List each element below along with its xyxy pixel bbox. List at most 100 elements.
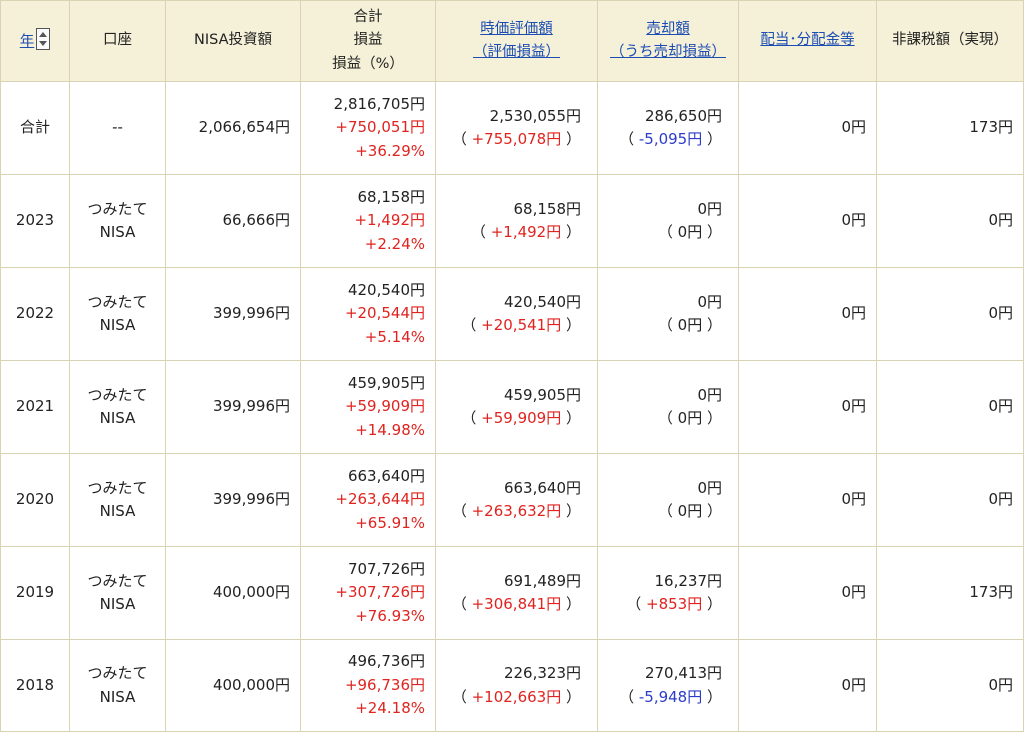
- year-value: 2023: [15, 211, 55, 230]
- tax-free-cell: 0円: [876, 453, 1024, 547]
- total-cell: 707,726円 +307,726円 +76.93%: [300, 546, 436, 640]
- sale-pl-value: 0円: [677, 409, 703, 427]
- account-line1: つみたて: [87, 199, 148, 218]
- total-pl-value: +96,736円: [344, 675, 425, 694]
- header-dividend[interactable]: 配当･分配金等: [738, 0, 877, 82]
- header-market-pl-link[interactable]: （評価損益）: [473, 44, 560, 60]
- tax-free-cell: 173円: [876, 81, 1024, 175]
- year-cell: 合計: [0, 81, 70, 175]
- header-year[interactable]: 年: [0, 0, 70, 82]
- sale-cell: 16,237円 （ +853円 ）: [597, 546, 739, 640]
- dividend-cell: 0円: [738, 267, 877, 361]
- account-line1: つみたて: [87, 385, 148, 404]
- total-pl-value: +1,492円: [354, 211, 425, 230]
- market-value: 663,640円: [503, 478, 581, 497]
- market-value-cell: 420,540円 （ +20,541円 ）: [435, 267, 598, 361]
- total-cell: 2,816,705円 +750,051円 +36.29%: [300, 81, 436, 175]
- investment-value: 400,000円: [212, 583, 290, 602]
- header-sale[interactable]: 売却額 （うち売却損益）: [597, 0, 739, 82]
- investment-cell: 400,000円: [165, 546, 301, 640]
- header-total-line3: 損益（%）: [332, 55, 404, 72]
- header-sale-link[interactable]: 売却額: [646, 20, 690, 37]
- dividend-value: 0円: [841, 397, 866, 416]
- dividend-cell: 0円: [738, 360, 877, 454]
- total-pct-value: +2.24%: [364, 234, 425, 253]
- total-pct-value: +24.18%: [355, 699, 425, 718]
- header-account-label: 口座: [103, 32, 132, 49]
- sort-toggle-icon[interactable]: [36, 27, 51, 50]
- market-value-cell: 226,323円 （ +102,663円 ）: [435, 639, 598, 732]
- investment-value: 399,996円: [212, 304, 290, 323]
- tax-free-value: 0円: [988, 675, 1013, 694]
- header-tax-free-label: 非課税額（実現）: [892, 32, 1008, 49]
- sale-pl: （ -5,095円 ）: [619, 130, 722, 148]
- year-value: 2021: [15, 397, 55, 416]
- header-dividend-link[interactable]: 配当･分配金等: [760, 32, 855, 49]
- market-pl: （ +20,541円 ）: [461, 316, 581, 334]
- market-value-cell: 663,640円 （ +263,632円 ）: [435, 453, 598, 547]
- account-cell: --: [69, 81, 166, 175]
- account-line2: NISA: [99, 316, 136, 334]
- total-cell: 459,905円 +59,909円 +14.98%: [300, 360, 436, 454]
- market-pl: （ +59,909円 ）: [461, 409, 581, 427]
- account-line2: NISA: [99, 409, 136, 427]
- header-tax-free: 非課税額（実現）: [876, 0, 1024, 82]
- sale-cell: 0円 （ 0円 ）: [597, 360, 739, 454]
- dividend-cell: 0円: [738, 639, 877, 732]
- total-pl-value: +20,544円: [344, 304, 425, 323]
- dividend-value: 0円: [841, 304, 866, 323]
- market-pl: （ +1,492円 ）: [470, 223, 581, 241]
- total-value: 663,640円: [347, 466, 425, 485]
- header-year-label[interactable]: 年: [19, 33, 35, 50]
- market-value-cell: 68,158円 （ +1,492円 ）: [435, 174, 598, 268]
- market-value: 68,158円: [513, 199, 582, 218]
- sale-value: 0円: [697, 199, 722, 218]
- tax-free-value: 173円: [969, 118, 1013, 137]
- account-line1: つみたて: [87, 664, 148, 682]
- dividend-value: 0円: [841, 211, 866, 230]
- account-line2: NISA: [99, 687, 136, 706]
- tax-free-value: 0円: [988, 490, 1013, 509]
- market-pl: （ +263,632円 ）: [451, 502, 581, 520]
- market-pl-value: +755,078円: [471, 130, 562, 148]
- header-market-value[interactable]: 時価評価額 （評価損益）: [435, 0, 598, 82]
- dividend-value: 0円: [841, 118, 866, 137]
- total-pct-value: +76.93%: [355, 606, 425, 625]
- header-sale-pl-link[interactable]: （うち売却損益）: [610, 44, 726, 60]
- year-value: 2018: [15, 675, 55, 694]
- market-pl-value: +59,909円: [481, 409, 562, 427]
- account-line1: つみたて: [87, 571, 148, 590]
- sale-pl-value: -5,948円: [638, 687, 703, 706]
- tax-free-cell: 0円: [876, 267, 1024, 361]
- market-value: 2,530,055円: [489, 106, 581, 125]
- sale-cell: 0円 （ 0円 ）: [597, 453, 739, 547]
- total-value: 68,158円: [357, 187, 426, 206]
- dividend-cell: 0円: [738, 174, 877, 268]
- sale-pl-value: -5,095円: [638, 130, 703, 148]
- tax-free-value: 0円: [988, 211, 1013, 230]
- sale-value: 0円: [697, 478, 722, 497]
- investment-value: 399,996円: [212, 397, 290, 416]
- investment-value: 400,000円: [212, 675, 290, 694]
- market-pl: （ +306,841円 ）: [451, 595, 581, 613]
- account-line2: NISA: [99, 595, 136, 613]
- account-cell: つみたて NISA: [69, 453, 166, 547]
- table-row: 合計 -- 2,066,654円 2,816,705円 +750,051円 +3…: [0, 81, 1024, 175]
- dividend-value: 0円: [841, 583, 866, 602]
- market-pl-value: +102,663円: [471, 687, 562, 706]
- year-cell: 2021: [0, 360, 70, 454]
- sale-pl: （ 0円 ）: [657, 502, 722, 520]
- market-pl: （ +755,078円 ）: [451, 130, 581, 148]
- dividend-cell: 0円: [738, 546, 877, 640]
- sale-pl-value: +853円: [646, 595, 703, 613]
- year-cell: 2019: [0, 546, 70, 640]
- sale-pl: （ 0円 ）: [657, 316, 722, 334]
- total-cell: 663,640円 +263,644円 +65.91%: [300, 453, 436, 547]
- table-header-row: 年 口座 NISA投資額 合計 損益 損益（%） 時価評価額 （評価損益） 売却…: [0, 0, 1024, 82]
- sale-cell: 0円 （ 0円 ）: [597, 267, 739, 361]
- investment-value: 66,666円: [222, 211, 291, 230]
- tax-free-cell: 0円: [876, 360, 1024, 454]
- dividend-cell: 0円: [738, 453, 877, 547]
- header-market-value-link[interactable]: 時価評価額: [480, 20, 553, 37]
- market-value: 691,489円: [503, 571, 581, 590]
